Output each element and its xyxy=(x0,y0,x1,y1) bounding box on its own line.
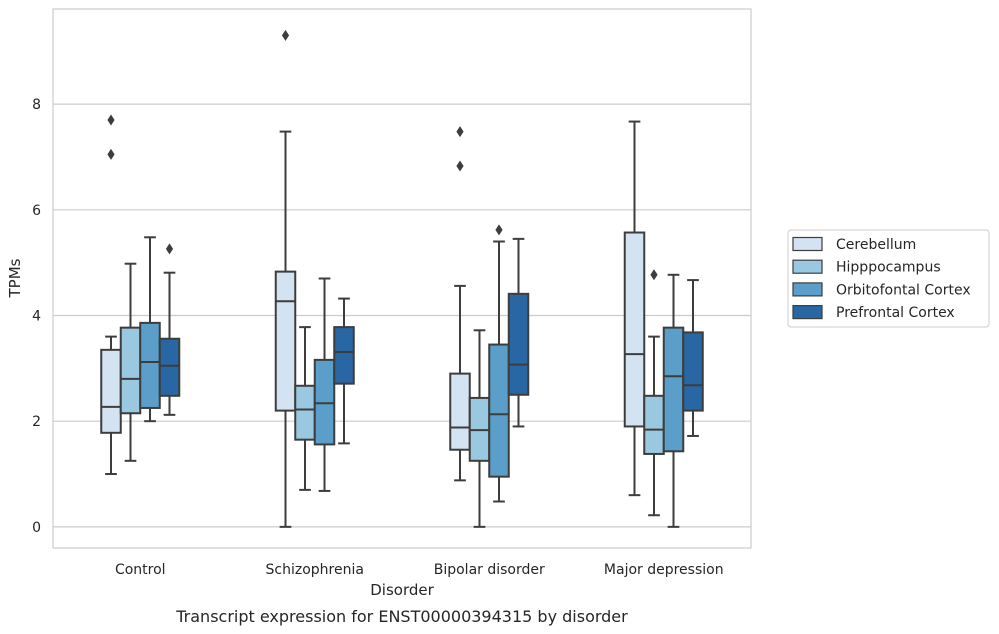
outlier-marker xyxy=(107,148,115,160)
legend-item: Orbitofontal Cortex xyxy=(792,282,971,298)
box-plot-item xyxy=(682,279,704,437)
x-tick-label: Control xyxy=(115,562,166,578)
legend-swatch xyxy=(792,305,823,320)
chart-caption: Transcript expression for ENST0000039431… xyxy=(175,607,628,626)
box-iqr xyxy=(682,331,704,412)
box-plot-item xyxy=(333,297,355,445)
box-series xyxy=(100,29,646,528)
box-iqr xyxy=(449,372,471,451)
x-axis-label: Disorder xyxy=(370,581,434,599)
y-axis-ticks: 0 2 4 6 8 xyxy=(32,97,41,536)
box-plot-item xyxy=(100,114,122,476)
outlier-marker xyxy=(281,29,290,41)
y-tick-label: 8 xyxy=(32,97,41,113)
box-iqr xyxy=(100,348,122,434)
legend-swatch xyxy=(792,282,823,297)
box-plot-item xyxy=(507,237,530,428)
legend-label: Prefrontal Cortex xyxy=(836,305,955,321)
legend-item: Cerebellum xyxy=(792,236,916,253)
x-tick-label: Schizophrenia xyxy=(266,562,364,578)
box-plot-item xyxy=(274,29,297,528)
legend-frame xyxy=(787,229,990,328)
outlier-marker xyxy=(456,126,464,138)
box-iqr xyxy=(119,326,142,415)
y-tick-label: 0 xyxy=(32,520,41,536)
box-iqr xyxy=(274,270,297,412)
box-plot-item xyxy=(623,120,646,497)
x-axis-ticks: Control Schizophrenia Bipolar disorder Majo… xyxy=(115,562,724,578)
box-iqr xyxy=(507,292,530,396)
x-tick-label: Major depression xyxy=(604,562,724,578)
legend-swatch xyxy=(792,259,823,274)
box-plot-item xyxy=(468,329,491,528)
box-plot-item xyxy=(449,126,471,482)
x-tick-label: Bipolar disorder xyxy=(434,562,545,578)
outlier-marker xyxy=(165,243,174,255)
outlier-marker xyxy=(650,269,658,281)
box-iqr xyxy=(333,326,355,385)
outlier-marker xyxy=(495,224,503,236)
plot-area-frame xyxy=(52,8,752,549)
legend-item: Prefrontal Cortex xyxy=(792,305,955,321)
box-plot-item xyxy=(488,224,510,503)
box-plot-item xyxy=(119,262,142,462)
y-tick-label: 6 xyxy=(32,203,41,219)
box-iqr xyxy=(623,231,646,428)
box-series xyxy=(139,224,685,528)
box-iqr xyxy=(643,394,665,455)
box-iqr xyxy=(488,343,510,478)
box-iqr xyxy=(139,321,161,409)
box-iqr xyxy=(294,384,316,441)
y-tick-label: 4 xyxy=(32,308,41,324)
box-iqr xyxy=(158,337,181,397)
y-axis-label: TPMs xyxy=(6,258,24,298)
box-plot-item xyxy=(158,243,181,416)
legend-swatch xyxy=(792,236,823,252)
box-plot-item xyxy=(139,236,161,423)
legend-item: Hipppocampus xyxy=(792,259,941,276)
outlier-marker xyxy=(107,114,115,126)
box-series xyxy=(119,262,665,528)
legend-label: Cerebellum xyxy=(836,237,916,253)
box-plot-item xyxy=(313,277,336,492)
box-series xyxy=(158,237,704,445)
y-tick-label: 2 xyxy=(32,414,41,430)
legend: Cerebellum Hipppocampus Orbitofontal Corte… xyxy=(787,229,990,328)
box-iqr xyxy=(662,326,685,453)
legend-label: Orbitofontal Cortex xyxy=(836,282,971,298)
box-iqr xyxy=(313,358,336,446)
outlier-marker xyxy=(456,160,464,172)
legend-label: Hipppocampus xyxy=(836,260,941,276)
box-series-group xyxy=(100,29,704,528)
